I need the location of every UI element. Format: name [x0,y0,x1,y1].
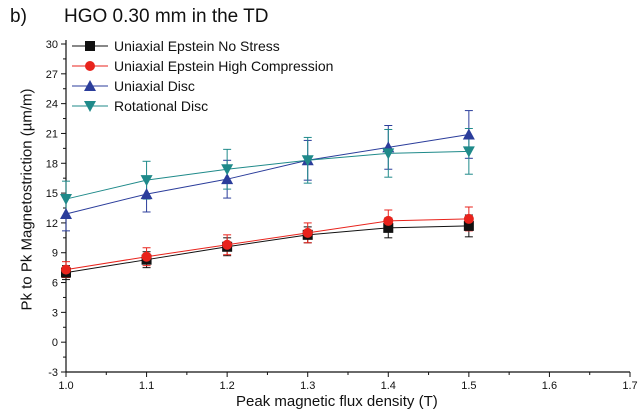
x-tick-label: 1.3 [300,380,315,392]
data-point-rotational-disc [60,194,72,206]
data-point-uniaxial-epstein-high-compression [222,239,233,250]
x-tick-label: 1.4 [381,380,396,392]
data-point-uniaxial-epstein-high-compression [383,215,394,226]
data-point-uniaxial-disc [140,188,153,200]
x-tick-label: 1.6 [542,380,557,392]
data-point-uniaxial-epstein-no-stress [383,222,394,233]
x-tick-label: 1.0 [58,380,73,392]
chart-error-bars [62,110,473,281]
chart-markers [60,128,475,278]
y-axis-label: Pk to Pk Magnetostriction (µm/m) [18,88,36,311]
y-tick-label: 0 [52,337,58,349]
data-point-uniaxial-epstein-no-stress [463,220,474,231]
x-tick-label: 1.5 [461,380,476,392]
series-line-uniaxial-epstein-no-stress [65,225,469,274]
series-line-rotational-disc [65,150,469,200]
y-tick-label: 18 [46,158,58,170]
legend-label-uniaxial-epstein-no-stress: Uniaxial Epstein No Stress [114,38,280,54]
y-tick-label: 15 [46,188,58,200]
y-tick-label: 30 [46,39,58,51]
chart-axes: -3 0 3 6 9 12 15 18 21 24 27 30 1.0 1.1 1.2 1.3 1.4 1.5 1.… [46,39,638,392]
panel-label: b) [10,6,27,27]
legend-marker-uniaxial-disc [84,80,96,91]
legend-label-uniaxial-disc: Uniaxial Disc [114,78,195,94]
legend-marker-uniaxial-epstein-no-stress [85,41,95,51]
data-point-uniaxial-epstein-high-compression [463,213,474,224]
legend-marker-rotational-disc [84,101,96,112]
data-point-rotational-disc [221,164,234,176]
legend-marker-uniaxial-epstein-high-compression [85,61,95,71]
data-point-uniaxial-epstein-high-compression [141,251,152,262]
y-tick-label: 27 [46,69,58,81]
x-tick-label: 1.1 [139,380,154,392]
data-point-rotational-disc [382,148,395,160]
data-point-rotational-disc [301,155,314,167]
data-point-uniaxial-disc [60,207,72,219]
data-point-uniaxial-disc [221,173,234,185]
data-point-rotational-disc [140,175,153,187]
x-tick-label: 1.7 [622,380,637,392]
y-tick-label: -3 [48,367,58,379]
y-tick-label: 6 [52,278,58,290]
data-point-rotational-disc [462,146,475,158]
legend-label-uniaxial-epstein-high-compression: Uniaxial Epstein High Compression [114,58,333,74]
data-point-uniaxial-disc [462,128,475,140]
chart-series-lines [65,133,469,274]
x-tick-label: 1.2 [219,380,234,392]
y-tick-label: 3 [52,307,58,319]
data-point-uniaxial-epstein-high-compression [61,264,71,275]
data-point-uniaxial-epstein-high-compression [302,227,313,238]
chart-legend: Uniaxial Epstein No Stress Uniaxial Epste… [72,38,333,114]
x-axis-label: Peak magnetic flux density (T) [236,393,438,410]
legend-label-rotational-disc: Rotational Disc [114,98,208,114]
y-tick-label: 24 [46,99,58,111]
y-tick-label: 9 [52,248,58,260]
y-tick-label: 21 [46,128,58,140]
y-tick-label: 12 [46,218,58,230]
series-line-uniaxial-epstein-high-compression [65,218,469,271]
chart-title: HGO 0.30 mm in the TD [64,6,269,27]
series-line-uniaxial-disc [65,133,469,215]
